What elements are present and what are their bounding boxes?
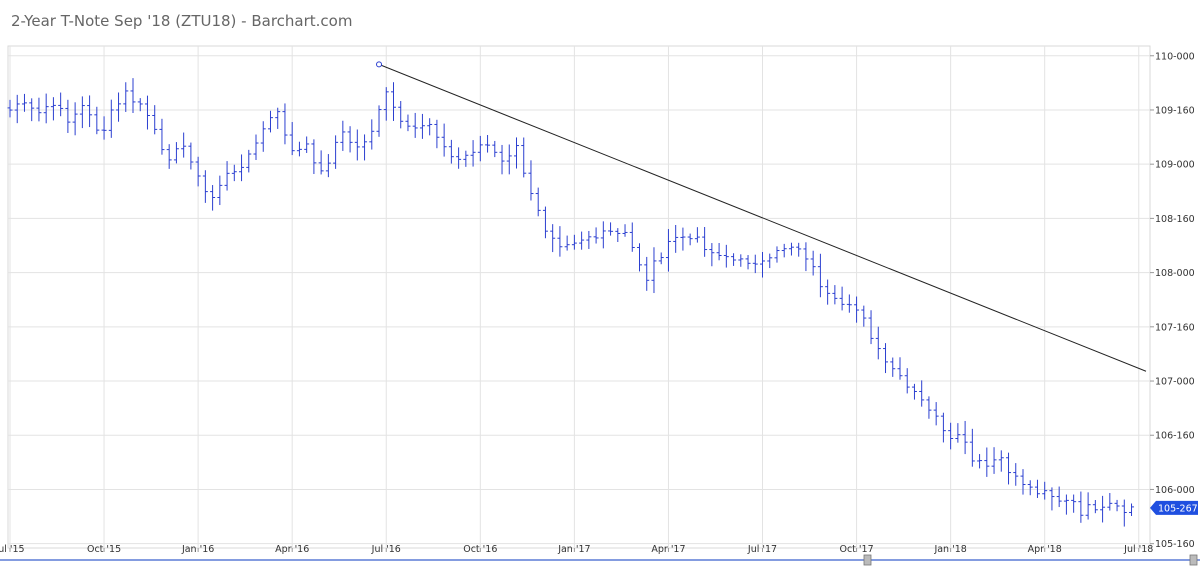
y-tick-label: 107-160 (1155, 322, 1195, 333)
x-tick-label: Apr '17 (651, 544, 685, 555)
trendline-anchor-point (376, 61, 383, 68)
x-tick-label: Apr '18 (1028, 544, 1062, 555)
y-tick-label: 105-160 (1155, 539, 1195, 550)
x-tick-label: Jul '15 (0, 544, 25, 555)
chart-title: 2-Year T-Note Sep '18 (ZTU18) - Barchart… (11, 12, 353, 30)
plot-frame (7, 45, 1151, 549)
y-tick-label: 107-000 (1155, 377, 1195, 388)
x-tick-label: Jul '17 (747, 544, 777, 555)
x-tick-label: Jan '18 (933, 544, 966, 555)
y-tick-label: 108-000 (1155, 268, 1195, 279)
x-tick-label: Apr '16 (275, 544, 309, 555)
range-handle-left[interactable] (863, 554, 872, 566)
y-tick-label: 106-000 (1155, 485, 1195, 496)
x-tick-label: Oct '15 (87, 544, 121, 555)
trendline (378, 63, 1147, 372)
y-tick-label: 108-160 (1155, 214, 1195, 225)
y-tick-label: 110-000 (1155, 51, 1195, 62)
range-handle-right[interactable] (1189, 554, 1198, 566)
x-tick-label: Jul '16 (371, 544, 401, 555)
last-price-label: 105-267 (1158, 503, 1198, 514)
x-tick-label: Jul '18 (1123, 544, 1153, 555)
x-tick-label: Oct '17 (839, 544, 873, 555)
x-tick-label: Jan '16 (181, 544, 214, 555)
y-tick-label: 109-160 (1155, 105, 1195, 116)
last-price-marker (1150, 500, 1198, 515)
y-tick-label: 109-000 (1155, 160, 1195, 171)
x-tick-label: Jan '17 (557, 544, 590, 555)
y-tick-label: 106-160 (1155, 431, 1195, 442)
x-tick-label: Oct '16 (463, 544, 497, 555)
